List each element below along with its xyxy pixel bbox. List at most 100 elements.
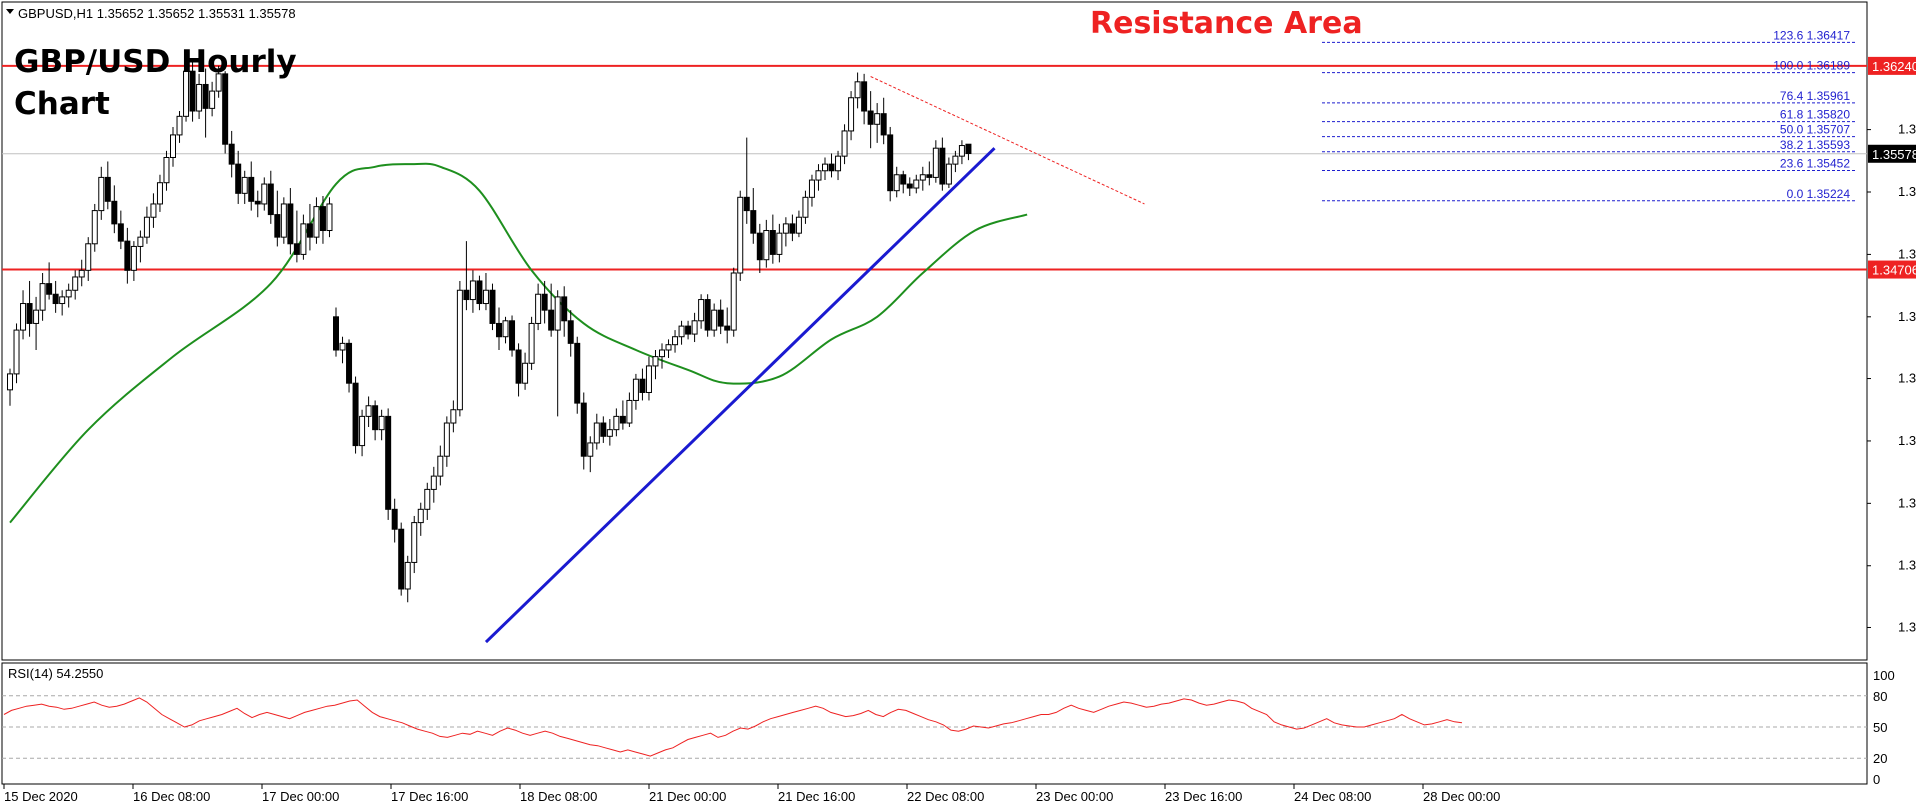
candle [613, 408, 620, 437]
candle [502, 316, 509, 344]
price-tick-label: 1.34820 [1898, 246, 1916, 261]
candle [802, 190, 809, 224]
bear-candle-body [724, 325, 731, 331]
candle [567, 310, 574, 357]
bull-candle-body [209, 90, 216, 109]
time-tick-label: 22 Dec 08:00 [907, 789, 984, 804]
candle [72, 270, 79, 300]
bear-candle-body [750, 210, 757, 234]
bear-candle-body [561, 296, 568, 322]
candle [417, 502, 424, 536]
bull-candle-body [443, 422, 450, 457]
moving-average [9, 162, 1028, 524]
bull-candle-body [156, 182, 163, 205]
time-tick-label: 24 Dec 08:00 [1294, 789, 1371, 804]
candle [515, 343, 522, 397]
price-axis: 1.35760 1.35290 1.34820 1.34350 1.33885 1.334… [1867, 122, 1916, 634]
bear-candle-body [254, 200, 261, 205]
bear-candle-body [861, 81, 868, 112]
bull-candle-body [822, 163, 828, 172]
bear-candle-body [385, 415, 392, 510]
bear-candle-body [293, 243, 300, 255]
time-tick-label: 17 Dec 00:00 [262, 789, 339, 804]
support-trendline[interactable] [484, 147, 996, 644]
bull-candle-body [20, 303, 27, 331]
bull-candle-body [13, 329, 20, 375]
candle [202, 68, 209, 138]
bear-candle-body [111, 200, 118, 225]
candle [795, 210, 802, 238]
bull-candle-body [130, 245, 137, 271]
bull-candle-body [39, 283, 46, 311]
bear-candle-body [926, 174, 933, 178]
candle [645, 356, 652, 401]
current-price-tag [1868, 144, 1916, 163]
candle [958, 140, 965, 165]
candle [717, 299, 724, 335]
bull-candle-body [78, 269, 85, 278]
candle [672, 330, 679, 353]
candle [39, 272, 46, 321]
bear-candle-body [333, 316, 339, 351]
candle [378, 409, 385, 441]
candles [7, 60, 972, 603]
candle [359, 409, 366, 457]
bear-candle-body [352, 382, 359, 447]
candle [163, 150, 170, 191]
candle [248, 161, 255, 211]
candle [319, 195, 326, 244]
fibonacci-retracement[interactable]: 123.6 1.36417 100.0 1.36189 76.4 1.35961 61… [1322, 28, 1855, 202]
candle [463, 241, 470, 311]
candle [522, 352, 529, 390]
bull-candle-body [450, 409, 457, 424]
candle [274, 190, 281, 247]
price-tick-label: 1.35290 [1898, 184, 1916, 199]
bull-candle-body [404, 561, 411, 590]
bear-candle-body [887, 134, 894, 192]
fib-level-label: 76.4 1.35961 [1780, 89, 1850, 103]
bear-candle-body [248, 176, 255, 202]
candle [743, 137, 750, 224]
resistance-trendline[interactable] [870, 76, 1145, 205]
candle [326, 197, 333, 238]
bear-candle-body [189, 70, 196, 112]
bull-candle-body [587, 442, 594, 457]
candle [854, 72, 861, 109]
bull-candle-body [437, 455, 444, 477]
bull-candle-body [841, 130, 848, 157]
dropdown-triangle-icon[interactable] [6, 9, 14, 14]
bull-candle-body [815, 170, 822, 181]
candle [887, 126, 894, 202]
bull-candle-body [163, 156, 170, 184]
resistance-area-label: Resistance Area [1090, 6, 1363, 41]
bull-candle-body [502, 320, 509, 338]
bull-candle-body [554, 296, 561, 331]
candle [776, 223, 783, 263]
candle [228, 130, 235, 178]
candle [600, 416, 607, 443]
bear-candle-body [639, 378, 646, 393]
fib-level-label: 50.0 1.35707 [1780, 123, 1850, 137]
candle [822, 157, 828, 181]
bull-candle-body [854, 81, 861, 99]
bear-candle-body [880, 113, 887, 136]
bear-candle-body [496, 322, 502, 338]
trendlines[interactable] [484, 76, 1145, 644]
bear-candle-body [965, 143, 972, 155]
candle [287, 188, 294, 255]
bear-candle-body [235, 163, 242, 194]
bear-candle-body [306, 223, 313, 238]
chart-title-line2: Chart [14, 86, 110, 122]
candle [932, 140, 939, 183]
bull-candle-body [698, 299, 705, 322]
candle [254, 190, 261, 218]
candle [391, 498, 398, 543]
bear-candle-body [52, 293, 59, 305]
candle [280, 197, 287, 244]
candle [880, 97, 887, 145]
candle [659, 343, 665, 369]
bull-candle-body [606, 429, 613, 437]
candle [365, 396, 372, 428]
candle [104, 161, 111, 210]
fib-level-label: 100.0 1.36189 [1773, 59, 1850, 73]
